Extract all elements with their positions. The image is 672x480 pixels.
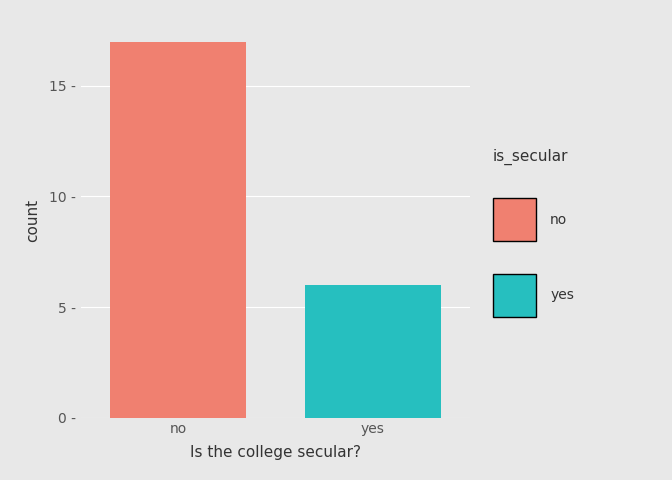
FancyBboxPatch shape — [493, 274, 536, 317]
Bar — [304, 285, 441, 418]
Text: no: no — [550, 213, 567, 227]
Text: yes: yes — [550, 288, 574, 302]
Y-axis label: count: count — [26, 199, 40, 242]
Bar — [110, 42, 246, 418]
FancyBboxPatch shape — [493, 198, 536, 241]
Text: is_secular: is_secular — [493, 148, 568, 165]
X-axis label: Is the college secular?: Is the college secular? — [190, 445, 361, 460]
